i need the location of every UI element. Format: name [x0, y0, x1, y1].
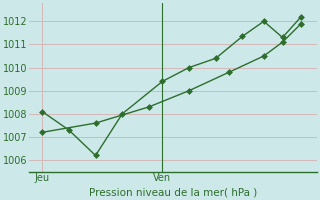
X-axis label: Pression niveau de la mer( hPa ): Pression niveau de la mer( hPa ) — [89, 187, 257, 197]
